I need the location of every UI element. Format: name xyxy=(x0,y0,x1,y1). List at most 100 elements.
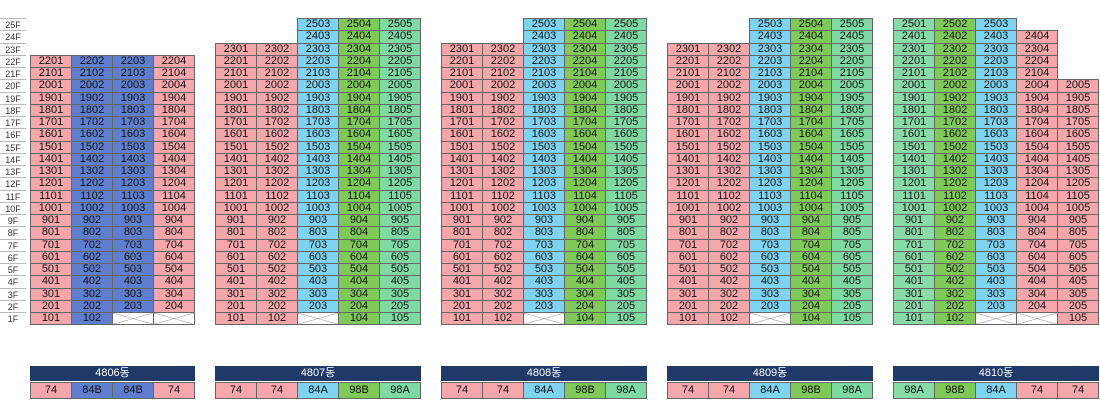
unit-cell[interactable]: 104 xyxy=(564,312,606,326)
unit-cell[interactable]: 2203 xyxy=(112,54,154,68)
unit-cell[interactable]: 2402 xyxy=(934,30,976,44)
unit-cell[interactable]: 1503 xyxy=(975,140,1017,154)
unit-cell[interactable]: 305 xyxy=(605,287,647,301)
unit-cell[interactable]: 1301 xyxy=(441,165,483,179)
unit-cell[interactable]: 1304 xyxy=(338,165,380,179)
unit-cell[interactable]: 2001 xyxy=(30,79,72,93)
unit-cell[interactable]: 1903 xyxy=(749,91,791,105)
unit-cell[interactable]: 1304 xyxy=(790,165,832,179)
unit-cell[interactable]: 1505 xyxy=(1057,140,1099,154)
unit-cell[interactable]: 304 xyxy=(790,287,832,301)
unit-cell[interactable]: 1802 xyxy=(934,103,976,117)
unit-cell[interactable]: 1002 xyxy=(482,201,524,215)
unit-cell[interactable]: 1204 xyxy=(564,177,606,191)
unit-cell[interactable]: 1001 xyxy=(893,201,935,215)
unit-cell[interactable]: 1102 xyxy=(482,189,524,203)
unit-cell[interactable]: 2001 xyxy=(441,79,483,93)
unit-cell[interactable]: 2404 xyxy=(338,30,380,44)
unit-cell[interactable]: 2202 xyxy=(256,54,298,68)
unit-cell[interactable]: 803 xyxy=(749,226,791,240)
unit-cell[interactable]: 1805 xyxy=(831,103,873,117)
unit-cell[interactable]: 903 xyxy=(112,214,154,228)
unit-cell[interactable]: 1701 xyxy=(215,116,257,130)
unit-cell[interactable]: 703 xyxy=(975,238,1017,252)
building-name-bar[interactable]: 4806동 xyxy=(30,366,195,381)
building-name-bar[interactable]: 4810동 xyxy=(893,366,1099,381)
unit-cell[interactable]: 1705 xyxy=(831,116,873,130)
unit-cell[interactable]: 2303 xyxy=(523,42,565,56)
unit-cell[interactable]: 1603 xyxy=(112,128,154,142)
unit-cell[interactable]: 1404 xyxy=(790,152,832,166)
unit-cell[interactable]: 205 xyxy=(1057,299,1099,313)
unit-cell[interactable]: 705 xyxy=(605,238,647,252)
unit-cell[interactable]: 403 xyxy=(975,275,1017,289)
unit-cell[interactable]: 2003 xyxy=(297,79,339,93)
unit-cell[interactable]: 401 xyxy=(215,275,257,289)
unit-cell[interactable]: 1602 xyxy=(256,128,298,142)
unit-cell[interactable]: 302 xyxy=(708,287,750,301)
unit-cell[interactable]: 405 xyxy=(379,275,421,289)
unit-cell[interactable]: 702 xyxy=(256,238,298,252)
unit-cell[interactable]: 1503 xyxy=(523,140,565,154)
unit-cell[interactable]: 804 xyxy=(790,226,832,240)
unit-cell[interactable]: 401 xyxy=(30,275,72,289)
unit-cell[interactable]: 1104 xyxy=(790,189,832,203)
unit-cell[interactable]: 1404 xyxy=(564,152,606,166)
unit-cell[interactable]: 701 xyxy=(215,238,257,252)
unit-cell[interactable]: 905 xyxy=(831,214,873,228)
unit-cell[interactable]: 2505 xyxy=(831,18,873,32)
unit-cell[interactable]: 1502 xyxy=(71,140,113,154)
unit-cell[interactable]: 2102 xyxy=(934,67,976,81)
unit-cell[interactable]: 1003 xyxy=(749,201,791,215)
unit-cell[interactable]: 1805 xyxy=(1057,103,1099,117)
unit-cell[interactable]: 1903 xyxy=(297,91,339,105)
unit-cell[interactable]: 1003 xyxy=(297,201,339,215)
unit-cell[interactable]: 2203 xyxy=(297,54,339,68)
unit-cell[interactable]: 1702 xyxy=(71,116,113,130)
unit-cell[interactable]: 2004 xyxy=(564,79,606,93)
unit-cell[interactable]: 605 xyxy=(831,250,873,264)
unit-cell[interactable]: 803 xyxy=(297,226,339,240)
unit-cell[interactable]: 301 xyxy=(215,287,257,301)
unit-cell[interactable]: 205 xyxy=(831,299,873,313)
unit-cell[interactable]: 2201 xyxy=(215,54,257,68)
unit-cell[interactable]: 605 xyxy=(1057,250,1099,264)
unit-cell[interactable]: 2304 xyxy=(1016,42,1058,56)
unit-cell[interactable]: 1304 xyxy=(153,165,195,179)
unit-cell[interactable]: 402 xyxy=(482,275,524,289)
unit-cell[interactable]: 805 xyxy=(605,226,647,240)
unit-cell[interactable]: 2203 xyxy=(975,54,1017,68)
unit-cell[interactable]: 2204 xyxy=(564,54,606,68)
unit-cell[interactable]: 1204 xyxy=(1016,177,1058,191)
unit-cell[interactable]: 1204 xyxy=(338,177,380,191)
unit-cell[interactable]: 703 xyxy=(749,238,791,252)
unit-cell[interactable]: 1005 xyxy=(1057,201,1099,215)
unit-cell[interactable]: 2201 xyxy=(893,54,935,68)
unit-cell[interactable]: 1304 xyxy=(1016,165,1058,179)
unit-cell[interactable]: 1102 xyxy=(256,189,298,203)
unit-cell[interactable]: 203 xyxy=(523,299,565,313)
unit-cell[interactable]: 1703 xyxy=(975,116,1017,130)
unit-cell[interactable]: 801 xyxy=(441,226,483,240)
unit-cell[interactable]: 1504 xyxy=(153,140,195,154)
unit-cell[interactable]: 1001 xyxy=(667,201,709,215)
unit-cell[interactable]: 203 xyxy=(112,299,154,313)
unit-cell[interactable]: 2503 xyxy=(975,18,1017,32)
unit-cell[interactable]: 501 xyxy=(30,263,72,277)
unit-cell[interactable]: 1703 xyxy=(523,116,565,130)
unit-cell[interactable]: 1202 xyxy=(256,177,298,191)
unit-cell[interactable]: 1302 xyxy=(256,165,298,179)
unit-cell[interactable]: 1505 xyxy=(605,140,647,154)
unit-cell[interactable]: 1904 xyxy=(153,91,195,105)
unit-cell[interactable]: 1103 xyxy=(523,189,565,203)
unit-cell[interactable]: 1005 xyxy=(605,201,647,215)
unit-cell[interactable]: 1303 xyxy=(749,165,791,179)
unit-cell[interactable]: 1904 xyxy=(338,91,380,105)
unit-cell[interactable]: 404 xyxy=(153,275,195,289)
unit-cell[interactable]: 304 xyxy=(564,287,606,301)
unit-cell[interactable]: 403 xyxy=(297,275,339,289)
building-name-bar[interactable]: 4809동 xyxy=(667,366,873,381)
unit-cell[interactable]: 204 xyxy=(564,299,606,313)
unit-cell[interactable]: 1205 xyxy=(1057,177,1099,191)
unit-cell[interactable]: 2301 xyxy=(893,42,935,56)
